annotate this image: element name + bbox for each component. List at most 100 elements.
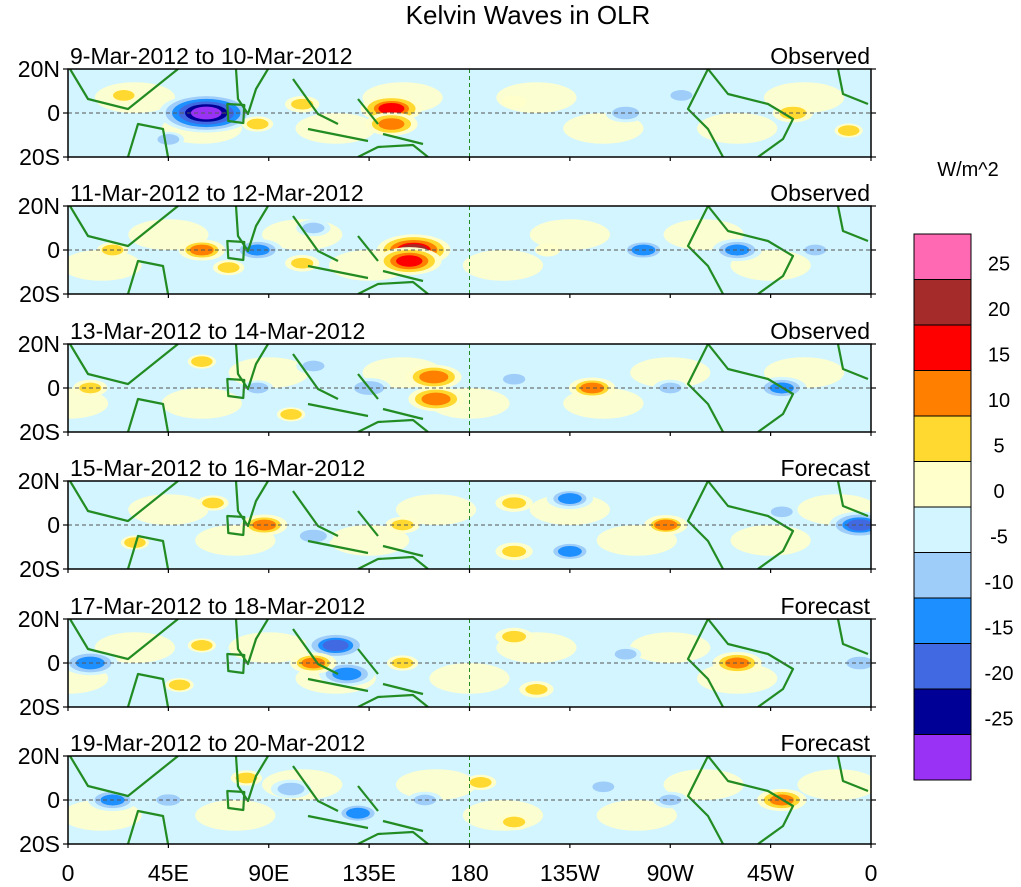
colorbar-level-label: 20 [988, 299, 1010, 321]
anomaly-mark [502, 373, 526, 385]
y-tick-label: 0 [47, 787, 60, 813]
anomaly-mark [614, 648, 637, 660]
panel-period-label: 17-Mar-2012 to 18-Mar-2012 [70, 593, 365, 619]
colorbar-swatch [913, 370, 972, 417]
background-lobe [161, 388, 242, 419]
coastline-overlay [69, 344, 869, 432]
background-lobe [763, 632, 845, 663]
africa-coastline [69, 69, 179, 157]
panel: 20N 0 20S 9-Mar-2012 to 10-Mar-2012 Observed [18, 43, 876, 170]
maritime-continent-coastline [292, 353, 424, 421]
background-lobe [395, 769, 477, 800]
anomaly-mark [302, 222, 325, 234]
maritime-continent-coastline [292, 628, 424, 696]
anomaly-mark [217, 262, 240, 273]
y-tick-label: 20S [19, 556, 60, 582]
y-tick-label: 20N [18, 56, 60, 82]
background-lobe [797, 219, 871, 250]
x-tick-label: 90W [647, 860, 695, 886]
anomaly-mark [502, 497, 526, 509]
maritime-continent-coastline [292, 490, 424, 558]
anomaly-mark [502, 816, 526, 828]
anomaly-mark [804, 244, 827, 256]
anomaly-mark [379, 118, 404, 130]
west-africa-coastline [836, 619, 869, 656]
australia-coastline [357, 830, 429, 844]
x-tick-label: 0 [865, 860, 878, 886]
background-lobe [529, 219, 611, 251]
south-america-coastline [686, 619, 795, 707]
india-coastline [234, 619, 269, 666]
colorbar-swatch [913, 552, 972, 599]
anomaly-mark [469, 777, 492, 788]
anomaly-mark [502, 631, 526, 642]
background-lobe [262, 494, 343, 525]
west-africa-coastline [836, 756, 869, 793]
africa-coastline [69, 481, 179, 569]
y-tick-label: 20S [19, 694, 60, 720]
anomaly-mark [191, 356, 213, 367]
anomaly-mark [557, 545, 582, 557]
panel-status-label: Forecast [781, 730, 871, 756]
anomaly-mark [246, 118, 269, 130]
anomaly-mark [525, 684, 548, 695]
y-tick-label: 20N [18, 606, 60, 632]
panel-period-label: 19-Mar-2012 to 20-Mar-2012 [70, 730, 365, 756]
australia-coastline [357, 418, 429, 432]
australia-coastline [357, 555, 429, 569]
anomaly-mark [291, 257, 314, 269]
chart-title: Kelvin Waves in OLR [406, 0, 651, 30]
colorbar-level-label: -10 [985, 572, 1014, 594]
africa-coastline [69, 344, 179, 432]
india-coastline [234, 481, 269, 528]
panel-period-label: 15-Mar-2012 to 16-Mar-2012 [70, 455, 365, 481]
anomaly-mark [168, 679, 191, 691]
africa-coastline [69, 206, 179, 294]
anomaly-mark [502, 546, 526, 557]
background-lobe [362, 632, 443, 663]
background-lobe [68, 113, 109, 144]
colorbar-swatch [913, 643, 972, 690]
panel: 20N 0 20S 13-Mar-2012 to 14-Mar-2012 Observe… [18, 318, 876, 445]
colorbar-swatch [913, 461, 972, 508]
x-tick-label: 135E [342, 860, 396, 886]
background-lobe [195, 800, 276, 831]
panel-period-label: 11-Mar-2012 to 12-Mar-2012 [70, 180, 364, 206]
x-tick-label: 180 [450, 860, 488, 886]
y-tick-label: 0 [47, 650, 60, 676]
india-coastline [234, 344, 269, 391]
australia-coastline [357, 280, 429, 294]
west-africa-coastline [836, 206, 869, 243]
anomaly-mark [614, 107, 638, 119]
colorbar-swatch [913, 233, 972, 280]
x-tick-label: 0 [62, 860, 75, 886]
anomaly-mark [725, 657, 750, 669]
colorbar-swatch [913, 688, 972, 735]
background-lobe [697, 388, 778, 419]
colorbar-swatch [913, 279, 972, 326]
background-lobe [797, 769, 871, 800]
south-america-coastline [686, 481, 795, 569]
anomaly-mark [837, 125, 860, 136]
anomaly-mark [113, 90, 135, 101]
anomaly-mark [235, 772, 258, 784]
background-lobe [128, 769, 209, 800]
colorbar-level-label: 25 [988, 254, 1010, 276]
anomaly-mark [334, 668, 360, 680]
y-tick-label: 20S [19, 281, 60, 307]
anomaly-mark [413, 794, 437, 806]
y-tick-label: 20S [19, 419, 60, 445]
y-tick-label: 20N [18, 468, 60, 494]
colorbar-level-label: 5 [993, 436, 1004, 458]
colorbar-level-label: -5 [990, 527, 1008, 549]
panel: 20N 0 20S 15-Mar-2012 to 16-Mar-2012 Forecas… [18, 455, 876, 582]
y-tick-label: 0 [47, 100, 60, 126]
anomaly-mark [302, 360, 325, 372]
panel-status-label: Forecast [781, 593, 871, 619]
panel-status-label: Observed [770, 180, 870, 206]
india-coastline [234, 69, 269, 116]
anomaly-mark [503, 96, 525, 108]
x-tick-label: 135W [540, 860, 600, 886]
australia-coastline [357, 693, 429, 707]
background-lobe [697, 112, 778, 144]
